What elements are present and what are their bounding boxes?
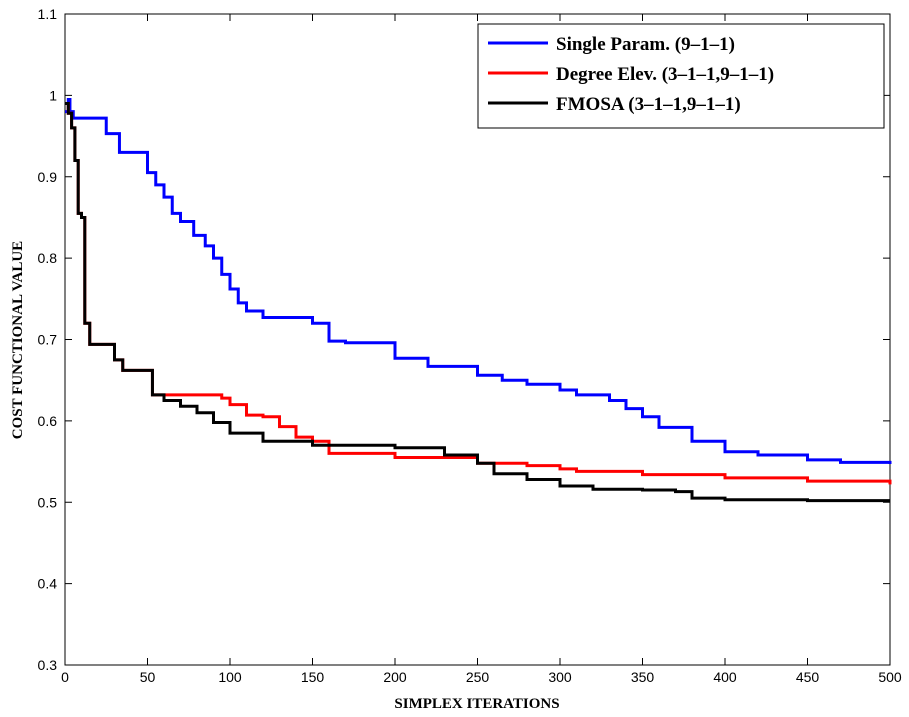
y-tick-label-8: 1.1: [38, 6, 58, 22]
y-tick-label-7: 1: [49, 87, 57, 103]
x-tick-label-9: 450: [796, 669, 820, 685]
x-tick-label-4: 200: [383, 669, 407, 685]
y-tick-label-0: 0.3: [38, 657, 58, 673]
x-tick-label-2: 100: [218, 669, 242, 685]
x-tick-label-5: 250: [466, 669, 490, 685]
x-tick-label-1: 50: [140, 669, 156, 685]
y-tick-label-4: 0.7: [38, 332, 58, 348]
legend-label-1: Degree Elev. (3–1–1,9–1–1): [556, 64, 774, 85]
x-tick-label-6: 300: [548, 669, 572, 685]
x-tick-label-3: 150: [301, 669, 325, 685]
y-tick-label-3: 0.6: [38, 413, 58, 429]
legend-box: [477, 23, 885, 129]
y-tick-label-5: 0.8: [38, 250, 58, 266]
legend: Single Param. (9–1–1) Degree Elev. (3–1–1…: [477, 23, 885, 129]
legend-label-0: Single Param. (9–1–1): [556, 34, 735, 55]
y-tick-label-1: 0.4: [38, 576, 58, 592]
series-line-0: [65, 97, 892, 465]
x-tick-label-8: 400: [713, 669, 737, 685]
x-tick-label-0: 0: [61, 669, 69, 685]
series-lines: [65, 97, 892, 503]
series-line-2: [65, 102, 890, 503]
x-tick-label-10: 500: [878, 669, 902, 685]
ticks: 0 50 100 150 200 250 300 350 400 450 500 0.3 0.4 0.5 0…: [38, 6, 902, 685]
y-axis-title: COST FUNCTIONAL VALUE: [10, 241, 26, 439]
x-tick-label-7: 350: [631, 669, 655, 685]
y-tick-label-2: 0.5: [38, 494, 58, 510]
y-tick-label-6: 0.9: [38, 169, 58, 185]
x-axis-title: SIMPLEX ITERATIONS: [394, 696, 559, 712]
legend-label-2: FMOSA (3–1–1,9–1–1): [556, 94, 741, 115]
